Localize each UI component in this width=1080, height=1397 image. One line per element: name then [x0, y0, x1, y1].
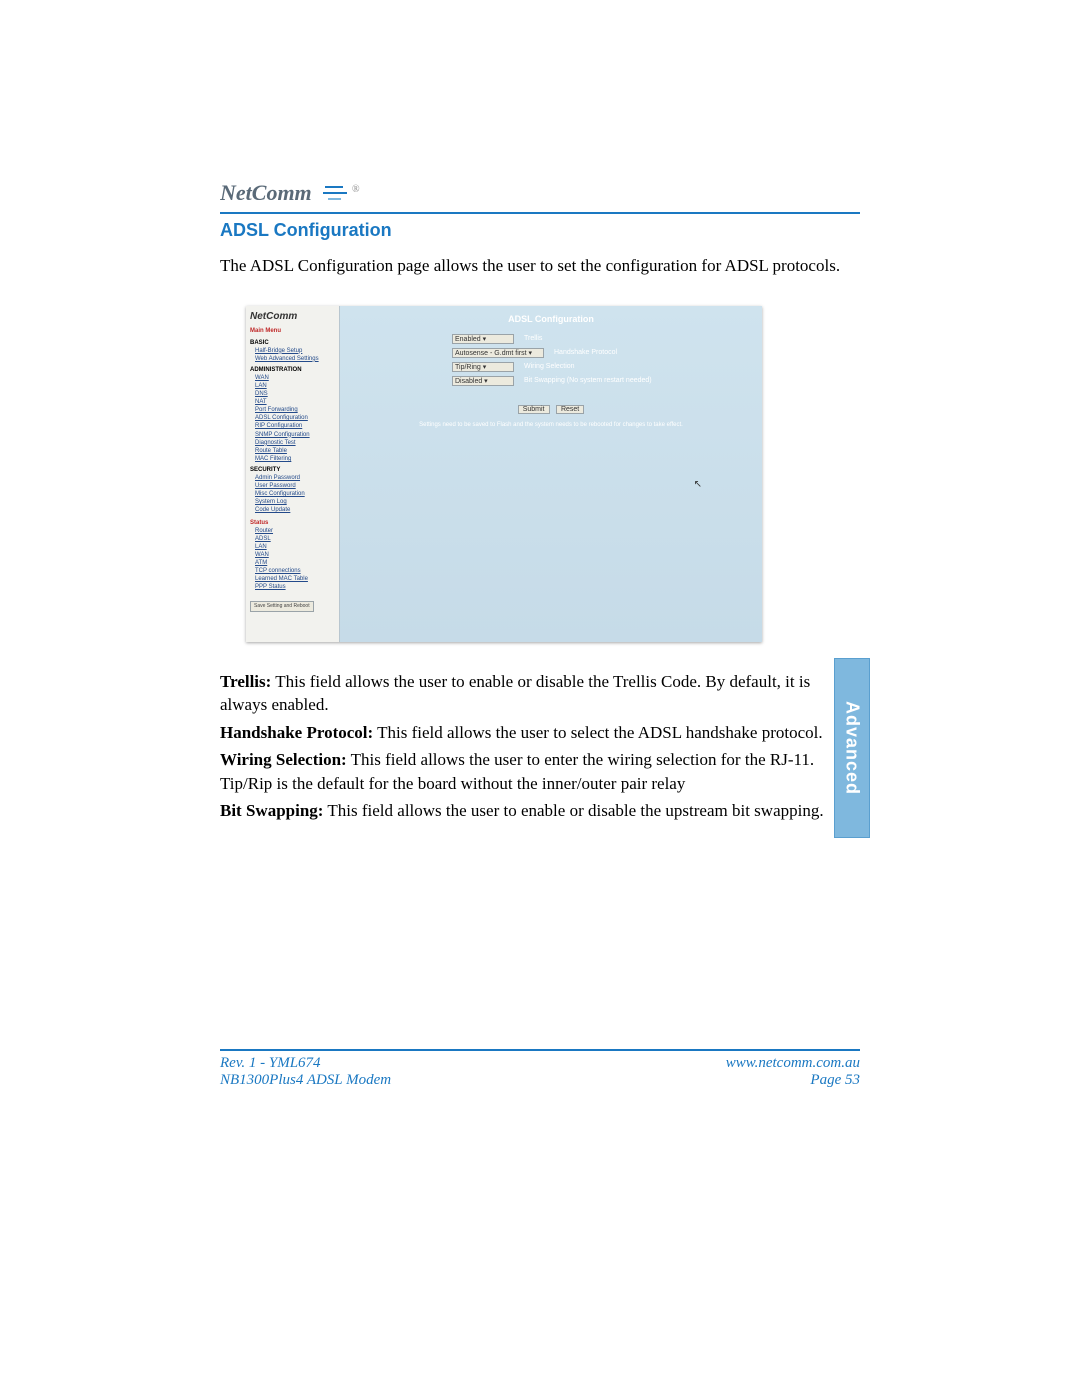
config-row: Autosense - G.dmt first ▾ Handshake Prot…	[452, 348, 762, 358]
trellis-select[interactable]: Enabled ▾	[452, 334, 514, 344]
page-header: NetComm ® ADSL Configuration The ADSL Co…	[220, 178, 860, 827]
sb-link[interactable]: Admin Password	[255, 474, 335, 482]
desc-trellis-label: Trellis:	[220, 672, 271, 691]
sb-admin-header: ADMINISTRATION	[250, 366, 335, 374]
intro-paragraph: The ADSL Configuration page allows the u…	[220, 255, 860, 278]
desc-handshake: Handshake Protocol: This field allows th…	[220, 721, 860, 744]
config-row: Tip/Ring ▾ Wiring Selection	[452, 362, 762, 372]
section-side-tab: Advanced	[834, 658, 870, 838]
sb-link[interactable]: SNMP Configuration	[255, 431, 335, 439]
desc-bitswap-label: Bit Swapping:	[220, 801, 323, 820]
sb-link[interactable]: Half-Bridge Setup	[255, 347, 335, 355]
sb-link[interactable]: Misc Configuration	[255, 490, 335, 498]
sb-link[interactable]: Code Update	[255, 506, 335, 514]
sb-link[interactable]: Web Advanced Settings	[255, 355, 335, 363]
submit-button[interactable]: Submit	[518, 405, 550, 414]
wiring-select[interactable]: Tip/Ring ▾	[452, 362, 514, 372]
screenshot-sidebar-logo-icon: NetComm	[250, 310, 335, 324]
desc-wiring-label: Wiring Selection:	[220, 750, 347, 769]
sb-link[interactable]: RIP Configuration	[255, 422, 335, 430]
desc-bitswap: Bit Swapping: This field allows the user…	[220, 799, 860, 822]
sb-link[interactable]: TCP connections	[255, 567, 335, 575]
sb-link[interactable]: ADSL Configuration	[255, 414, 335, 422]
sb-security-header: SECURITY	[250, 466, 335, 474]
desc-trellis: Trellis: This field allows the user to e…	[220, 670, 860, 717]
sb-link[interactable]: LAN	[255, 543, 335, 551]
sb-save-button[interactable]: Save Setting and Reboot	[250, 601, 314, 612]
document-page: NetComm ® ADSL Configuration The ADSL Co…	[0, 0, 1080, 1397]
sb-link[interactable]: WAN	[255, 551, 335, 559]
config-label: Wiring Selection	[524, 363, 575, 370]
footer-url: www.netcomm.com.au	[726, 1055, 860, 1072]
desc-bitswap-text: This field allows the user to enable or …	[323, 801, 823, 820]
page-footer: Rev. 1 - YML674 NB1300Plus4 ADSL Modem w…	[220, 1049, 860, 1089]
field-descriptions: Trellis: This field allows the user to e…	[220, 670, 860, 823]
sb-link[interactable]: Port Forwarding	[255, 406, 335, 414]
netcomm-logo-icon: NetComm ®	[220, 178, 370, 208]
side-tab-label: Advanced	[842, 701, 863, 795]
config-row: Disabled ▾ Bit Swapping (No system resta…	[452, 376, 762, 386]
sb-link[interactable]: PPP Status	[255, 583, 335, 591]
sb-link[interactable]: System Log	[255, 498, 335, 506]
screenshot-main: ADSL Configuration Enabled ▾ Trellis Aut…	[340, 306, 762, 642]
screenshot-sidebar: NetComm Main Menu BASIC Half-Bridge Setu…	[246, 306, 340, 642]
config-label: Trellis	[524, 335, 542, 342]
footer-revision: Rev. 1 - YML674	[220, 1055, 391, 1072]
sb-link[interactable]: User Password	[255, 482, 335, 490]
sb-link[interactable]: Route Table	[255, 447, 335, 455]
sb-link[interactable]: NAT	[255, 398, 335, 406]
sb-link[interactable]: DNS	[255, 390, 335, 398]
sb-link[interactable]: ATM	[255, 559, 335, 567]
sb-main-menu: Main Menu	[250, 327, 335, 335]
button-row: Submit Reset	[340, 398, 762, 416]
sb-basic-header: BASIC	[250, 339, 335, 347]
svg-text:NetComm: NetComm	[220, 180, 312, 205]
sb-link[interactable]: ADSL	[255, 535, 335, 543]
reset-button[interactable]: Reset	[556, 405, 584, 414]
config-label: Handshake Protocol	[554, 349, 617, 356]
config-screenshot: NetComm Main Menu BASIC Half-Bridge Setu…	[246, 306, 762, 642]
footer-page: Page 53	[726, 1072, 860, 1089]
screenshot-note: Settings need to be saved to Flash and t…	[340, 422, 762, 428]
sb-link[interactable]: LAN	[255, 382, 335, 390]
bitswap-select[interactable]: Disabled ▾	[452, 376, 514, 386]
sb-link[interactable]: MAC Filtering	[255, 455, 335, 463]
config-row: Enabled ▾ Trellis	[452, 334, 762, 344]
desc-wiring: Wiring Selection: This field allows the …	[220, 748, 860, 795]
footer-model: NB1300Plus4 ADSL Modem	[220, 1072, 391, 1089]
desc-handshake-text: This field allows the user to select the…	[373, 723, 822, 742]
config-label: Bit Swapping (No system restart needed)	[524, 377, 652, 384]
desc-handshake-label: Handshake Protocol:	[220, 723, 373, 742]
sb-status-header: Status	[250, 519, 335, 527]
sb-link[interactable]: Router	[255, 527, 335, 535]
cursor-icon: ↖	[694, 479, 702, 490]
config-rows: Enabled ▾ Trellis Autosense - G.dmt firs…	[452, 334, 762, 386]
svg-text:®: ®	[352, 184, 360, 195]
section-title: ADSL Configuration	[220, 220, 860, 241]
sb-link[interactable]: Diagnostic Test	[255, 439, 335, 447]
screenshot-title: ADSL Configuration	[340, 306, 762, 324]
header-rule	[220, 212, 860, 214]
sb-link[interactable]: Learned MAC Table	[255, 575, 335, 583]
sb-link[interactable]: WAN	[255, 374, 335, 382]
desc-trellis-text: This field allows the user to enable or …	[220, 672, 810, 714]
handshake-select[interactable]: Autosense - G.dmt first ▾	[452, 348, 544, 358]
